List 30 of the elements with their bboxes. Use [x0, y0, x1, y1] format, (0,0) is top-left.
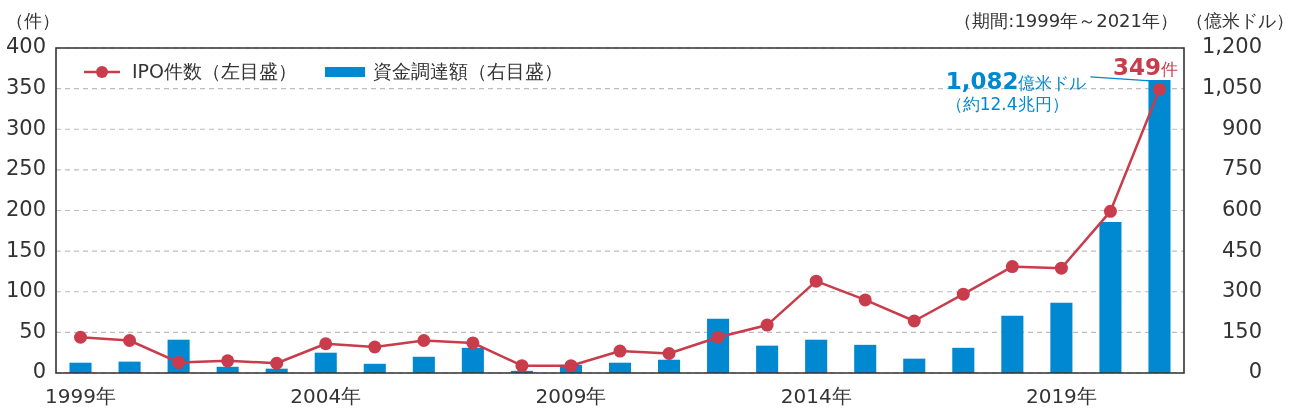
y2-axis-title: （億米ドル）	[1186, 10, 1294, 31]
x-tick-label: 2009年	[535, 384, 607, 409]
y2-tick-label: 150	[1221, 318, 1262, 343]
y2-tick-label: 1,200	[1201, 34, 1262, 59]
x-tick-label: 2004年	[290, 384, 362, 409]
x-tick-label: 2019年	[1025, 384, 1097, 409]
x-tick-label: 2014年	[780, 384, 852, 409]
legend-label: IPO件数（左目盛）	[132, 59, 298, 82]
y-tick-label: 250	[5, 156, 46, 181]
y2-tick-label: 1,050	[1201, 75, 1262, 100]
x-tick-label: 1999年	[45, 384, 116, 409]
data-label: 349件	[1112, 54, 1178, 81]
y-axis-title: （件）	[6, 10, 60, 31]
y2-tick-label: 900	[1221, 115, 1262, 140]
legend-label: 資金調達額（右目盛）	[373, 59, 564, 82]
y-tick-label: 100	[5, 278, 46, 303]
y-tick-label: 200	[5, 196, 46, 221]
y-tick-label: 0	[32, 359, 46, 384]
y-tick-label: 50	[19, 318, 46, 343]
data-label: 1,082億米ドル（約12.4兆円）	[945, 67, 1087, 114]
y2-tick-label: 450	[1221, 237, 1262, 262]
y2-tick-label: 600	[1221, 196, 1262, 221]
y-tick-label: 350	[5, 75, 46, 100]
text: （期間:1999年～2021年）	[954, 10, 1178, 31]
y-tick-label: 400	[5, 34, 46, 59]
y2-tick-label: 300	[1221, 278, 1262, 303]
y2-tick-label: 750	[1221, 156, 1262, 181]
y-tick-label: 300	[5, 115, 46, 140]
y2-tick-label: 0	[1248, 359, 1262, 384]
y-tick-label: 150	[5, 237, 46, 262]
